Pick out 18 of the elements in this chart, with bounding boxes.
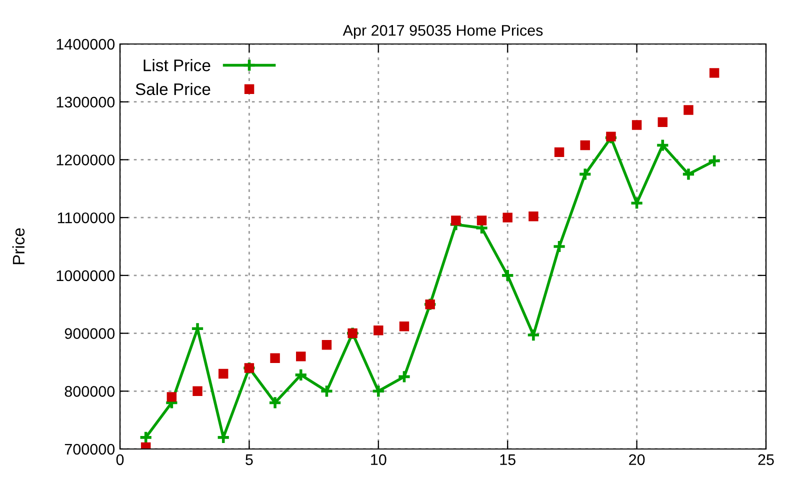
legend-label: List Price [144,59,210,72]
chart-title: Apr 2017 95035 Home Prices [342,24,543,39]
x-tick-label: 5 [246,454,253,466]
y-tick-label: 1000000 [56,270,115,282]
y-tick-label: 1300000 [56,96,115,108]
y-axis-title: Price [12,228,25,264]
x-tick-label: 25 [758,454,774,466]
y-tick-label: 800000 [64,386,115,397]
y-tick-label: 1400000 [56,38,115,50]
x-tick-label: 10 [371,454,386,466]
x-tick-label: 15 [500,454,516,466]
legend-label: Sale Price [136,82,210,96]
y-tick-label: 900000 [64,328,115,339]
y-tick-label: 700000 [64,444,115,455]
x-tick-label: 20 [629,454,645,466]
y-tick-label: 1200000 [56,154,115,166]
x-tick-label: 0 [116,454,124,466]
y-tick-label: 1100000 [58,212,115,224]
